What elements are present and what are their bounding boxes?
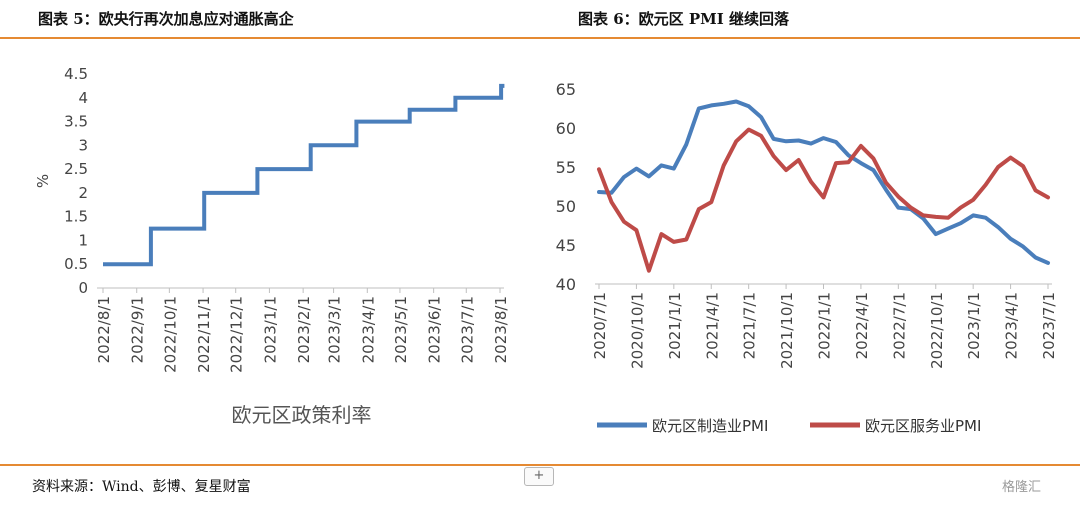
y-tick-label: 1 bbox=[78, 231, 88, 249]
y-tick-label: 3.5 bbox=[64, 113, 88, 131]
expand-button[interactable]: + bbox=[524, 467, 554, 486]
y-tick-label: 3 bbox=[78, 136, 88, 154]
x-tick-label: 2022/9/1 bbox=[129, 296, 147, 363]
x-tick-label: 2021/4/1 bbox=[703, 292, 721, 359]
x-tick-label: 2022/12/1 bbox=[228, 296, 246, 373]
x-tick-label: 2022/11/1 bbox=[195, 296, 213, 373]
y-tick-label: 55 bbox=[556, 158, 576, 177]
x-tick-label: 2023/2/1 bbox=[295, 296, 313, 363]
x-tick-label: 2022/10/1 bbox=[161, 296, 179, 373]
x-tick-label: 2023/7/1 bbox=[458, 296, 476, 363]
bottom-divider bbox=[0, 464, 1080, 466]
pmi-chart: 40 45 50 55 60 65 2020/7/1 2020/10/1 2021/1/1 202… bbox=[556, 80, 1058, 435]
y-tick-label: 4 bbox=[78, 89, 88, 107]
x-tick-label: 2022/7/1 bbox=[890, 292, 908, 359]
pmi-series-line bbox=[597, 99, 1050, 265]
y-tick-label: 0.5 bbox=[64, 255, 88, 273]
x-tick-label: 2023/4/1 bbox=[1003, 292, 1021, 359]
x-tick-label: 2023/3/1 bbox=[326, 296, 344, 363]
x-tick-label: 2022/8/1 bbox=[95, 296, 113, 363]
y-tick-label: 0 bbox=[78, 279, 88, 297]
y-tick-label: 65 bbox=[556, 80, 576, 99]
x-axis-label: 欧元区政策利率 bbox=[232, 403, 372, 427]
x-tick-label: 2022/4/1 bbox=[853, 292, 871, 359]
x-tick-label: 2023/4/1 bbox=[359, 296, 377, 363]
x-tick-label: 2023/1/1 bbox=[965, 292, 983, 359]
legend-label: 欧元区制造业PMI bbox=[652, 417, 768, 435]
x-tick-label: 2023/8/1 bbox=[492, 296, 510, 363]
x-tick-label: 2020/10/1 bbox=[628, 292, 646, 369]
y-tick-label: 4.5 bbox=[64, 65, 88, 83]
y-tick-label: 45 bbox=[556, 236, 576, 255]
policy-rate-chart: 0 0.5 1 1.5 2 2.5 3 3.5 4 4.5 2022/8/1 2022/9/1 2022… bbox=[34, 65, 510, 427]
source-note: 资料来源：Wind、彭博、复星财富 bbox=[32, 479, 251, 495]
x-tick-label: 2021/1/1 bbox=[666, 292, 684, 359]
y-axis-label: % bbox=[34, 174, 52, 188]
pmi-series-line bbox=[597, 127, 1050, 273]
chart-title-right: 图表 6：欧元区 PMI 继续回落 bbox=[578, 10, 790, 28]
x-tick-label: 2021/10/1 bbox=[778, 292, 796, 369]
x-tick-label: 2023/6/1 bbox=[426, 296, 444, 363]
y-tick-label: 2 bbox=[78, 184, 88, 202]
policy-rate-line bbox=[103, 83, 505, 267]
top-divider bbox=[0, 37, 1080, 39]
x-tick-label: 2023/5/1 bbox=[392, 296, 410, 363]
y-tick-label: 40 bbox=[556, 275, 576, 294]
y-tick-label: 50 bbox=[556, 197, 576, 216]
y-tick-label: 1.5 bbox=[64, 208, 88, 226]
legend-label: 欧元区服务业PMI bbox=[865, 417, 981, 435]
x-tick-label: 2023/1/1 bbox=[261, 296, 279, 363]
x-tick-label: 2022/1/1 bbox=[816, 292, 834, 359]
x-tick-label: 2021/7/1 bbox=[741, 292, 759, 359]
x-tick-label: 2023/7/1 bbox=[1040, 292, 1058, 359]
chart-title-left: 图表 5：欧央行再次加息应对通胀高企 bbox=[38, 10, 294, 28]
y-tick-label: 2.5 bbox=[64, 160, 88, 178]
y-tick-label: 60 bbox=[556, 119, 576, 138]
watermark-text: 格隆汇 bbox=[1002, 480, 1042, 495]
x-tick-label: 2022/10/1 bbox=[928, 292, 946, 369]
x-tick-label: 2020/7/1 bbox=[591, 292, 609, 359]
